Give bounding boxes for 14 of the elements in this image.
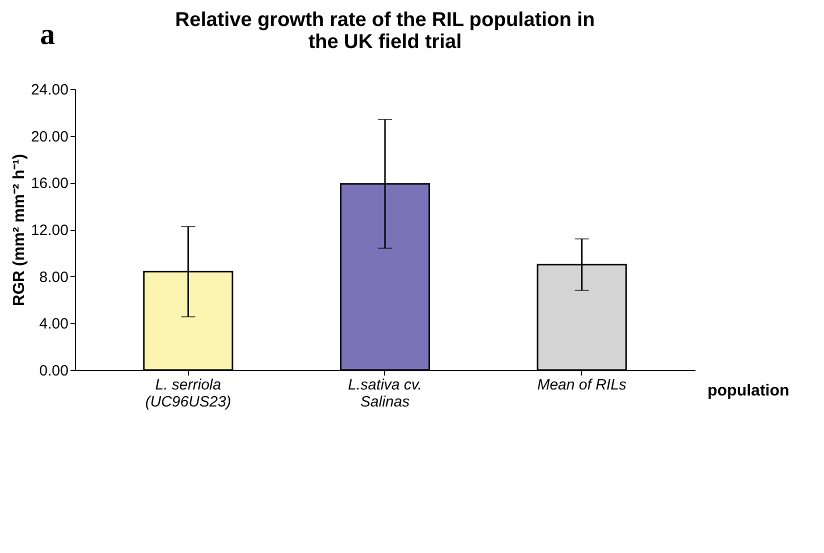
y-tick-label: 4.00 — [39, 316, 68, 333]
text: a — [40, 18, 55, 52]
chart-title: Relative growth rate of the RIL population in the UK field trial — [175, 9, 595, 53]
y-tick-label: 20.00 — [30, 128, 68, 146]
y-axis-title: RGR (mm² mm⁻² h⁻¹) — [10, 154, 28, 306]
y-tick-label: 16.00 — [30, 175, 68, 192]
x-tick-label: L.sativa cv. Salinas — [348, 376, 422, 410]
x-axis-title: population — [708, 382, 790, 400]
y-tick-label: 0.00 — [39, 362, 68, 380]
y-tick-label: 24.00 — [30, 82, 68, 98]
x-tick-label: L. serriola (UC96US23) — [145, 376, 232, 410]
y-tick-label: 12.00 — [30, 222, 68, 239]
x-tick-label: Mean of RILs — [537, 376, 627, 394]
y-tick-label: 8.00 — [39, 268, 68, 286]
